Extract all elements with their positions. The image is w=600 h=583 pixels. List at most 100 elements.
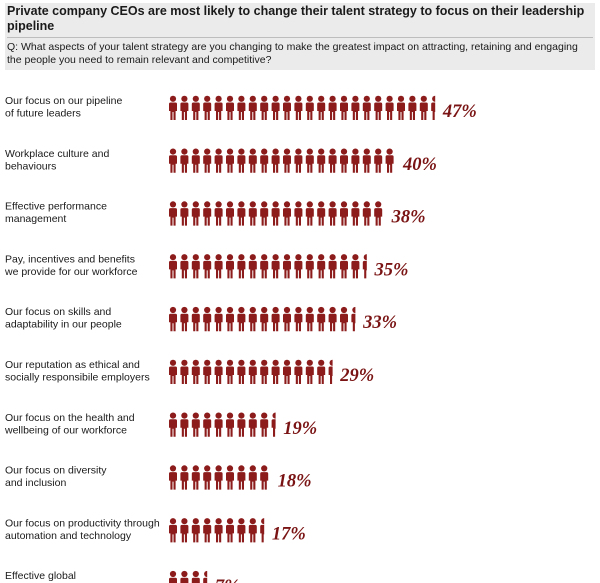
person-icon	[271, 412, 276, 437]
person-icon	[191, 465, 200, 490]
person-icon	[260, 201, 269, 226]
person-icon	[237, 306, 246, 332]
person-icon	[305, 95, 314, 120]
person-icon	[169, 254, 177, 279]
category-label: Our focus on the health and	[5, 412, 135, 424]
person-icon	[340, 254, 348, 279]
person-icon	[203, 465, 212, 490]
person-icon	[374, 201, 383, 226]
person-icon	[169, 95, 177, 120]
person-icon	[351, 201, 360, 226]
person-icon	[419, 95, 428, 120]
category-label: and inclusion	[5, 477, 66, 489]
person-icon	[248, 254, 257, 279]
person-icon	[283, 95, 291, 120]
person-icon	[180, 254, 189, 279]
person-icon	[317, 201, 326, 226]
person-icon	[214, 412, 223, 437]
person-icon	[294, 306, 303, 332]
person-icon	[260, 306, 269, 332]
person-icon	[248, 518, 257, 543]
person-icon	[191, 359, 200, 384]
person-icon	[180, 570, 189, 583]
person-icon	[283, 148, 291, 173]
person-icon	[248, 306, 257, 332]
category-label: Our focus on productivity through	[5, 517, 160, 529]
percent-label: 7%	[215, 577, 240, 583]
person-icon	[180, 518, 189, 543]
person-icon	[305, 201, 314, 226]
percent-label: 47%	[442, 102, 477, 122]
category-label: Our focus on our pipeline	[5, 95, 122, 107]
person-icon	[237, 201, 246, 226]
person-icon	[191, 570, 200, 583]
person-icon	[203, 570, 208, 583]
person-icon	[362, 95, 371, 120]
person-icon	[328, 306, 337, 332]
title-block: Private company CEOs are most likely to …	[5, 3, 595, 70]
chart-title: Private company CEOs are most likely to …	[7, 4, 593, 38]
category-label: Our reputation as ethical and	[5, 359, 140, 371]
person-icon	[374, 148, 383, 173]
percent-label: 33%	[362, 313, 397, 333]
person-icon	[271, 95, 280, 120]
person-icon	[271, 201, 280, 226]
person-icon	[180, 201, 189, 226]
person-icon	[248, 359, 257, 384]
person-icon	[328, 95, 337, 120]
person-icon	[180, 359, 189, 384]
category-label: wellbeing of our workforce	[4, 424, 127, 436]
category-label: of future leaders	[5, 108, 81, 120]
person-icon	[362, 201, 371, 226]
person-icon	[260, 518, 265, 543]
person-icon	[260, 465, 269, 490]
person-icon	[191, 201, 200, 226]
chart-row: Effective globalmobility programmes7%	[5, 570, 240, 583]
person-icon	[271, 306, 280, 332]
category-label: behaviours	[5, 160, 56, 172]
person-icon	[203, 201, 212, 226]
category-label: management	[5, 213, 66, 225]
person-icon	[237, 465, 246, 490]
person-icon	[169, 359, 177, 384]
person-icon	[237, 518, 246, 543]
person-icon	[351, 95, 360, 120]
person-icon	[203, 95, 212, 120]
person-icon	[283, 359, 291, 384]
person-icon	[305, 359, 314, 384]
person-icon	[317, 359, 326, 384]
person-icon	[226, 359, 234, 384]
person-icon	[169, 518, 177, 543]
person-icon	[362, 254, 367, 279]
person-icon	[203, 148, 212, 173]
person-icon	[271, 359, 280, 384]
person-icon	[191, 412, 200, 437]
person-icon	[203, 254, 212, 279]
person-icon	[169, 148, 177, 173]
person-icon	[351, 306, 356, 332]
person-icon	[408, 95, 417, 120]
person-icon	[191, 518, 200, 543]
person-icon	[226, 254, 234, 279]
person-icon	[260, 359, 269, 384]
percent-label: 29%	[339, 366, 374, 386]
person-icon	[340, 148, 348, 173]
person-icon	[305, 306, 314, 332]
percent-label: 19%	[283, 419, 317, 439]
person-icon	[226, 95, 234, 120]
person-icon	[328, 148, 337, 173]
person-icon	[340, 306, 348, 332]
survey-question: Q: What aspects of your talent strategy …	[7, 41, 578, 66]
person-icon	[214, 359, 223, 384]
person-icon	[305, 254, 314, 279]
percent-label: 40%	[402, 155, 437, 175]
person-icon	[248, 148, 257, 173]
person-icon	[431, 95, 436, 120]
person-icon	[191, 306, 200, 332]
person-icon	[226, 465, 234, 490]
person-icon	[169, 306, 177, 332]
